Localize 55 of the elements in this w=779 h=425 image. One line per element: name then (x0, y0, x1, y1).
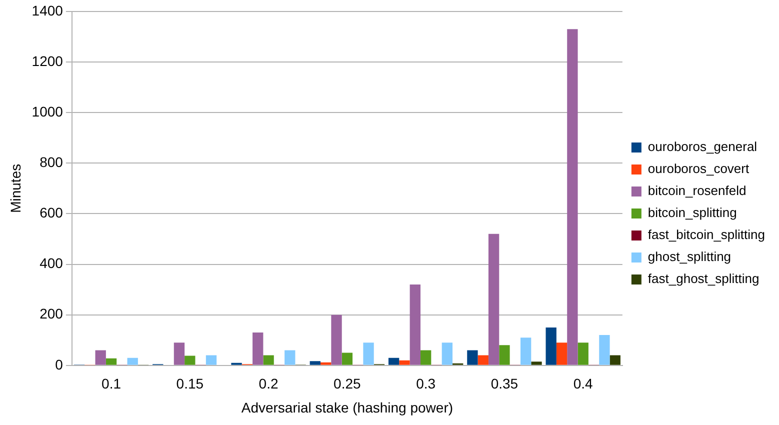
bar (578, 342, 588, 365)
bar (320, 362, 332, 365)
x-tick-label: 0.2 (258, 376, 278, 392)
bar (95, 350, 106, 365)
bar (342, 352, 353, 365)
bar (499, 345, 510, 365)
bar (310, 361, 321, 365)
bar (363, 342, 374, 365)
legend-label: fast_bitcoin_splitting (648, 227, 766, 242)
y-tick-label: 1200 (32, 52, 64, 69)
bar (567, 29, 578, 365)
bar (467, 350, 478, 365)
bar (184, 356, 196, 365)
bar (420, 350, 432, 365)
y-tick-label: 1400 (32, 2, 64, 18)
bar (610, 355, 620, 365)
bar (127, 358, 138, 365)
y-axis-title: Minutes (7, 164, 24, 213)
y-tick-label: 0 (55, 356, 64, 372)
legend-label: bitcoin_rosenfeld (648, 183, 746, 198)
x-axis-title: Adversarial stake (hashing power) (241, 399, 454, 416)
bar (488, 234, 500, 365)
x-tick-label: 0.25 (334, 376, 362, 392)
bar (478, 355, 488, 365)
legend-label: ouroboros_covert (648, 161, 750, 176)
x-tick-label: 0.3 (416, 376, 436, 392)
legend-label: fast_ghost_splitting (648, 271, 760, 286)
x-tick-label: 0.4 (573, 376, 594, 392)
y-tick-label: 200 (40, 306, 64, 322)
bar (556, 342, 568, 365)
y-tick-label: 400 (40, 255, 64, 272)
bar (399, 360, 410, 365)
x-tick-label: 0.15 (176, 376, 204, 392)
bar (263, 355, 274, 365)
bar (174, 342, 185, 365)
bar (410, 284, 420, 365)
legend-label: ghost_splitting (648, 249, 732, 264)
bar (284, 350, 296, 365)
y-tick-label: 800 (40, 154, 64, 170)
y-tick-label: 600 (40, 204, 64, 221)
bar (252, 332, 264, 365)
legend-label: ouroboros_general (648, 139, 758, 154)
bar (531, 362, 542, 365)
bar (331, 314, 342, 365)
bar (206, 355, 217, 365)
x-tick-label: 0.1 (102, 376, 122, 392)
legend-label: bitcoin_splitting (648, 205, 737, 220)
bar (106, 358, 117, 365)
bar (520, 338, 532, 365)
x-tick-label: 0.35 (490, 376, 518, 392)
bar (546, 327, 556, 365)
bar (442, 342, 453, 365)
bar (388, 358, 400, 365)
y-tick-label: 1000 (32, 103, 64, 120)
bar (599, 335, 610, 365)
